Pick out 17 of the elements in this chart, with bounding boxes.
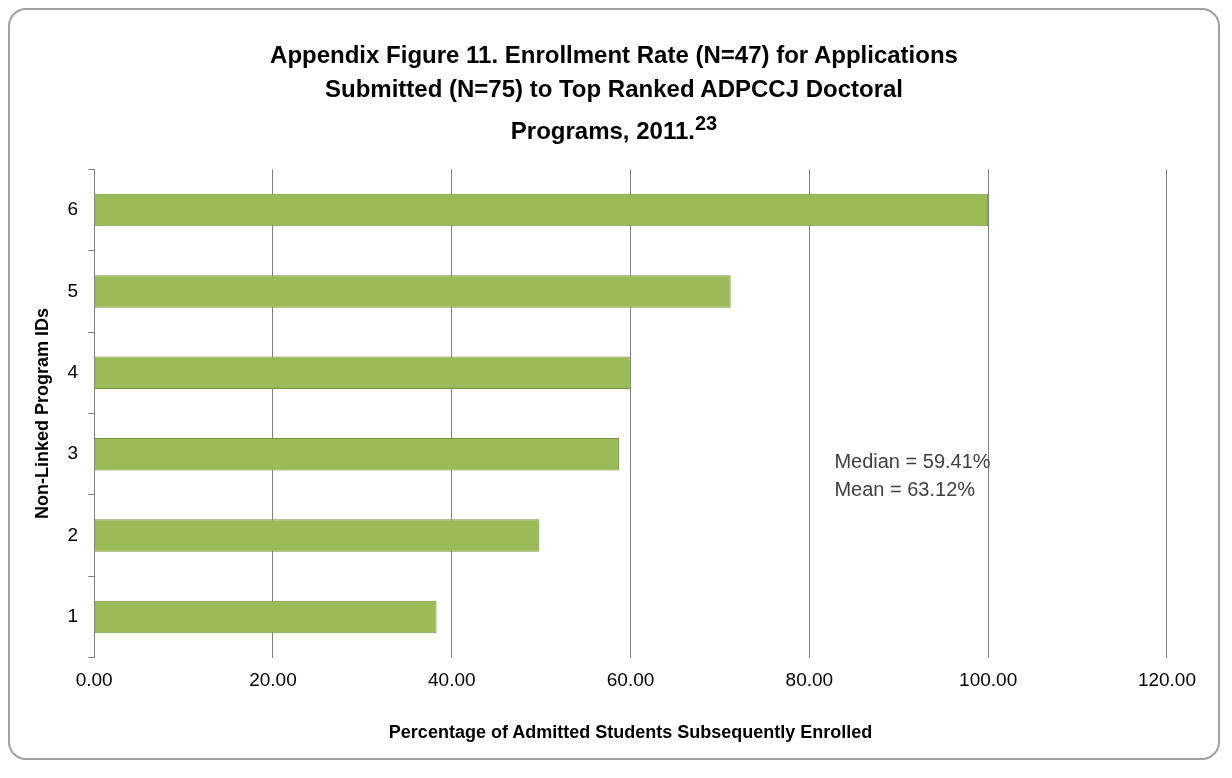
y-tick-label: 6 xyxy=(67,198,79,220)
y-tick-label: 1 xyxy=(67,605,79,627)
x-tick-label: 100.00 xyxy=(959,669,1018,691)
x-tick-label: 120.00 xyxy=(1137,669,1197,691)
y-tick-label: 2 xyxy=(67,523,79,545)
annotation: Mean = 63.12% xyxy=(834,477,976,500)
y-tick-label: 5 xyxy=(67,279,79,301)
y-tick-label: 3 xyxy=(67,442,79,464)
x-tick-label: 40.00 xyxy=(427,669,476,691)
x-tick-label: 80.00 xyxy=(785,669,834,691)
x-axis-title: Percentage of Admitted Students Subsequently Enrolled xyxy=(388,722,873,743)
x-tick-label: 0.00 xyxy=(75,669,113,691)
chart-title: Appendix Figure 11. Enrollment Rate (N=47) for Applications Submitted (N=75) to Top Ranked ADPCCJ Doctoral Programs, 2011.$^{23}$ xyxy=(269,40,959,146)
x-tick-label: 60.00 xyxy=(606,669,655,691)
y-axis-title: Non-Linked Program IDs xyxy=(31,307,52,520)
y-tick-label: 4 xyxy=(67,361,79,383)
x-tick-label: 20.00 xyxy=(249,669,297,691)
